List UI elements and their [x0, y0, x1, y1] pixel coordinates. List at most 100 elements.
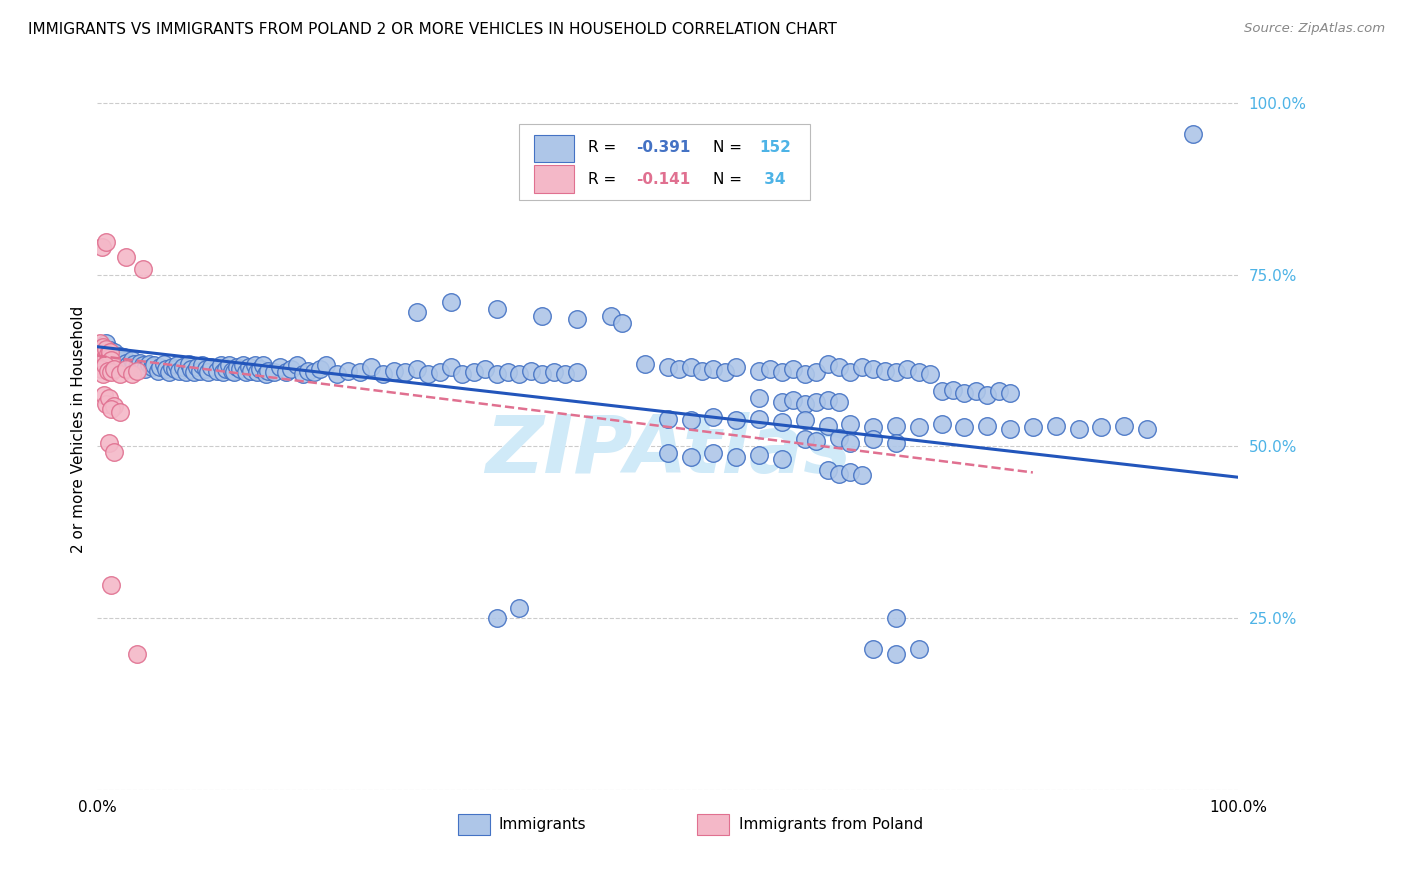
- Point: [166, 359, 188, 373]
- Point: [94, 351, 117, 366]
- Point: [100, 353, 122, 368]
- Point: [725, 360, 748, 375]
- Point: [160, 360, 183, 375]
- Point: [793, 433, 815, 447]
- Point: [440, 295, 463, 310]
- Point: [804, 365, 827, 379]
- Point: [302, 365, 325, 379]
- Text: ZIPAtlas: ZIPAtlas: [485, 412, 851, 490]
- Point: [965, 384, 987, 399]
- Point: [90, 240, 112, 254]
- Point: [103, 362, 125, 376]
- Point: [98, 344, 121, 359]
- Point: [97, 351, 120, 366]
- Point: [657, 412, 679, 426]
- Point: [98, 343, 121, 358]
- Point: [172, 360, 194, 375]
- Point: [508, 600, 530, 615]
- Point: [851, 468, 873, 483]
- Point: [291, 368, 314, 382]
- Point: [953, 420, 976, 434]
- Point: [793, 397, 815, 411]
- Point: [163, 362, 186, 376]
- Point: [232, 359, 254, 373]
- Point: [884, 418, 907, 433]
- Point: [1045, 418, 1067, 433]
- Point: [828, 431, 851, 445]
- Point: [508, 368, 530, 382]
- Point: [817, 392, 839, 407]
- Point: [108, 405, 131, 419]
- Point: [308, 362, 330, 376]
- Point: [679, 450, 702, 464]
- Point: [896, 362, 918, 376]
- Point: [218, 359, 240, 373]
- Point: [96, 397, 118, 411]
- Point: [103, 400, 125, 414]
- Point: [96, 342, 118, 356]
- Point: [108, 349, 131, 363]
- Point: [134, 362, 156, 376]
- Point: [108, 368, 131, 382]
- Point: [599, 309, 621, 323]
- Bar: [534, 165, 574, 193]
- Point: [209, 359, 232, 373]
- Point: [252, 359, 274, 373]
- Point: [96, 336, 118, 351]
- Point: [565, 365, 588, 379]
- Point: [884, 365, 907, 379]
- Point: [531, 309, 554, 323]
- Point: [770, 394, 793, 409]
- Point: [93, 346, 115, 360]
- Point: [748, 364, 770, 378]
- Bar: [697, 814, 730, 835]
- Point: [297, 364, 319, 378]
- Point: [679, 413, 702, 427]
- Point: [520, 364, 543, 378]
- Point: [274, 365, 297, 379]
- Point: [100, 578, 122, 592]
- Point: [103, 355, 125, 369]
- Point: [94, 359, 117, 373]
- Point: [90, 362, 112, 376]
- Point: [1090, 420, 1112, 434]
- Text: IMMIGRANTS VS IMMIGRANTS FROM POLAND 2 OR MORE VEHICLES IN HOUSEHOLD CORRELATION: IMMIGRANTS VS IMMIGRANTS FROM POLAND 2 O…: [28, 22, 837, 37]
- Point: [817, 418, 839, 433]
- Point: [748, 448, 770, 462]
- Point: [117, 359, 139, 373]
- Point: [782, 362, 804, 376]
- Y-axis label: 2 or more Vehicles in Household: 2 or more Vehicles in Household: [72, 306, 86, 553]
- FancyBboxPatch shape: [519, 124, 810, 200]
- Text: 152: 152: [759, 140, 792, 155]
- Point: [197, 365, 219, 379]
- Point: [257, 364, 280, 378]
- Point: [565, 312, 588, 326]
- Point: [931, 417, 953, 432]
- Point: [177, 357, 200, 371]
- Text: R =: R =: [588, 172, 621, 187]
- Point: [115, 251, 138, 265]
- Point: [953, 385, 976, 400]
- Point: [155, 362, 177, 376]
- Point: [976, 418, 998, 433]
- Point: [1067, 422, 1090, 436]
- Point: [828, 360, 851, 375]
- Text: N =: N =: [713, 140, 748, 155]
- Point: [485, 611, 508, 625]
- Point: [725, 450, 748, 464]
- Point: [194, 362, 217, 376]
- Point: [326, 368, 349, 382]
- Point: [884, 647, 907, 661]
- Point: [474, 362, 496, 376]
- Point: [349, 365, 371, 379]
- Text: 34: 34: [759, 172, 786, 187]
- Point: [371, 368, 394, 382]
- Point: [998, 385, 1021, 400]
- Point: [97, 391, 120, 405]
- Point: [91, 340, 114, 354]
- Point: [543, 365, 565, 379]
- Point: [146, 364, 169, 378]
- Point: [205, 364, 228, 378]
- Point: [1114, 418, 1136, 433]
- Point: [770, 415, 793, 429]
